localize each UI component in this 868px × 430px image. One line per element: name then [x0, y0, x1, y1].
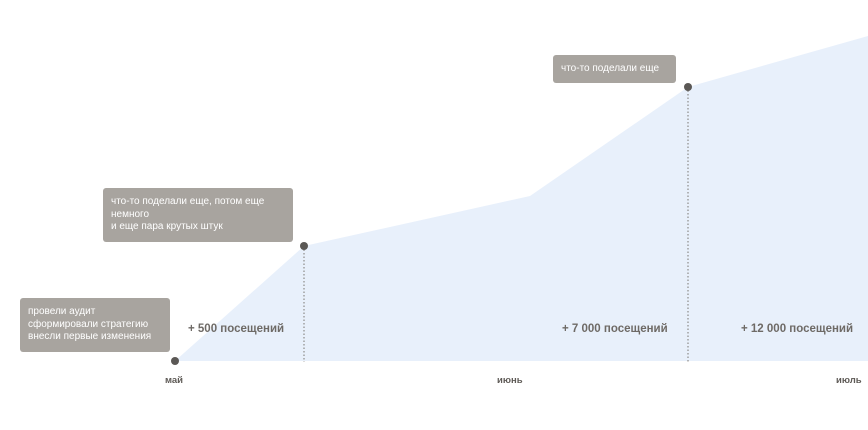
- visits-label-2: + 7 000 посещений: [562, 323, 668, 335]
- x-tick-label-july: июль: [836, 375, 862, 386]
- milestone-1-callout: провели аудит сформировали стратегию вне…: [20, 298, 170, 352]
- milestone-2-line-2: немного: [111, 208, 150, 220]
- x-tick-label-may: май: [165, 375, 184, 386]
- milestone-1-line-3: внесли первые изменения: [28, 331, 152, 342]
- visits-label-1: + 500 посещений: [188, 323, 285, 335]
- milestone-2-line-3: и еще пара крутых штук: [111, 221, 223, 232]
- visits-label-3: + 12 000 посещений: [741, 323, 854, 335]
- milestone-2-marker: [300, 242, 308, 250]
- x-tick-label-june: июнь: [497, 375, 523, 386]
- milestone-3-callout: что-то поделали еще: [553, 55, 676, 83]
- milestone-1-line-1: провели аудит: [28, 306, 96, 317]
- milestone-1-line-2: сформировали стратегию: [28, 318, 149, 330]
- milestone-2-line-1: что-то поделали еще, потом еще: [111, 196, 265, 207]
- milestone-3-marker: [684, 83, 692, 91]
- milestone-2-callout: что-то поделали еще, потом еще немного и…: [103, 188, 293, 242]
- milestone-1-marker: [171, 357, 179, 365]
- traffic-area: [175, 36, 868, 361]
- milestone-3-line-1: что-то поделали еще: [561, 63, 660, 74]
